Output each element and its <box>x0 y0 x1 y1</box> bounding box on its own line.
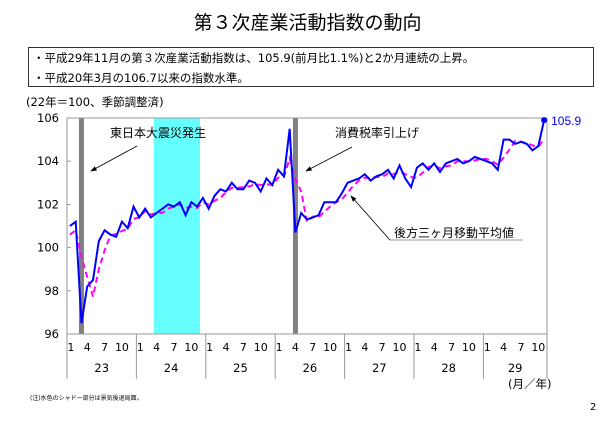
month-tick-label: 1 <box>137 341 144 354</box>
last-value-point <box>541 117 548 124</box>
summary-box: ・平成29年11月の第３次産業活動指数は、105.9(前月比1.1%)と2か月連… <box>28 47 594 87</box>
month-tick-label: 1 <box>276 341 283 354</box>
y-tick-label: 102 <box>37 197 59 211</box>
y-tick-label: 98 <box>44 284 59 298</box>
month-tick-label: 10 <box>254 341 268 354</box>
plot-frame <box>66 117 548 335</box>
month-tick-label: 10 <box>462 341 476 354</box>
month-tick-label: 4 <box>500 341 507 354</box>
year-label: 27 <box>372 361 387 375</box>
moving-average-line <box>69 138 545 297</box>
annotation-arrow <box>90 145 138 172</box>
month-tick-label: 7 <box>517 341 524 354</box>
index-basis-label: (22年＝100、季節調整済) <box>26 95 164 109</box>
month-tick-label: 10 <box>184 341 198 354</box>
y-tick-label: 96 <box>44 327 59 341</box>
month-tick-label: 10 <box>393 341 407 354</box>
year-label: 29 <box>508 361 523 375</box>
year-label: 23 <box>94 361 109 375</box>
year-label: 24 <box>164 361 179 375</box>
year-label: 28 <box>441 361 456 375</box>
month-tick-label: 7 <box>448 341 455 354</box>
annotation-tax-hike: 消費税率引上げ <box>335 125 419 140</box>
last-value-label: 105.9 <box>551 114 581 128</box>
month-tick-label: 7 <box>309 341 316 354</box>
month-tick-label: 7 <box>170 341 177 354</box>
month-tick-label: 7 <box>379 341 386 354</box>
summary-line: ・平成20年3月の106.7以来の指数水準。 <box>33 71 249 85</box>
month-tick-label: 4 <box>292 341 299 354</box>
annotation-earthquake: 東日本大震災発生 <box>110 126 206 140</box>
annotation-arrow <box>350 195 391 241</box>
year-label: 25 <box>233 361 248 375</box>
annotation-moving-average: 後方三ヶ月移動平均値 <box>394 225 514 240</box>
month-tick-label: 7 <box>240 341 247 354</box>
month-tick-label: 4 <box>223 341 230 354</box>
month-tick-label: 1 <box>414 341 421 354</box>
year-label: 26 <box>303 361 318 375</box>
y-tick-label: 104 <box>37 154 59 168</box>
month-tick-label: 10 <box>323 341 337 354</box>
month-tick-label: 4 <box>361 341 368 354</box>
page-title: 第３次産業活動指数の動向 <box>193 12 422 34</box>
month-tick-label: 10 <box>531 341 545 354</box>
month-tick-label: 1 <box>345 341 352 354</box>
y-tick-label: 100 <box>37 241 59 255</box>
y-tick-label: 106 <box>37 111 59 125</box>
month-tick-label: 1 <box>484 341 491 354</box>
index-line <box>69 119 546 324</box>
annotation-arrow <box>305 146 353 172</box>
month-tick-label: 10 <box>115 341 129 354</box>
shading-layer <box>78 118 298 334</box>
footnote: (注)水色のシャドー部分は景気後退局面。 <box>30 395 143 402</box>
event-marker-bar <box>78 118 84 334</box>
month-tick-label: 7 <box>101 341 108 354</box>
page-number: 2 <box>590 402 597 413</box>
x-unit-label: (月／年) <box>508 377 551 391</box>
month-tick-label: 4 <box>431 341 438 354</box>
month-tick-label: 4 <box>84 341 91 354</box>
month-tick-label: 1 <box>67 341 74 354</box>
month-tick-label: 1 <box>206 341 213 354</box>
recession-shade <box>153 118 201 334</box>
month-tick-label: 4 <box>153 341 160 354</box>
summary-line: ・平成29年11月の第３次産業活動指数は、105.9(前月比1.1%)と2か月連… <box>33 51 475 65</box>
